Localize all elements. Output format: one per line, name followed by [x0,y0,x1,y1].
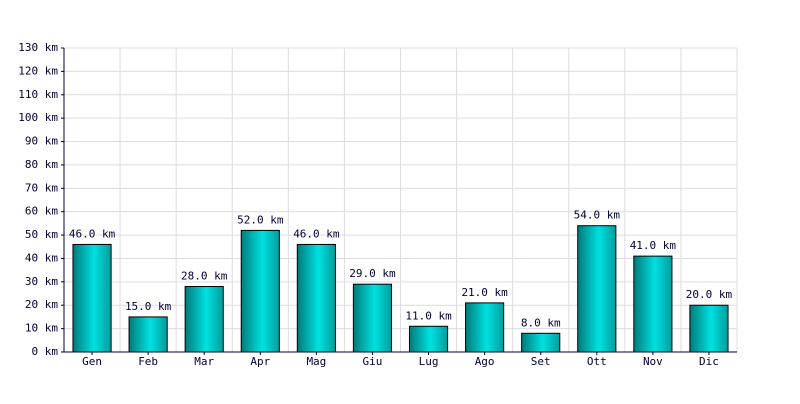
x-tick-label: Ago [475,355,495,368]
y-tick-label: 10 km [25,322,58,335]
value-label: 21.0 km [461,286,508,299]
bar-shade [465,302,505,353]
bar-shade [184,286,224,353]
x-tick-label: Nov [643,355,663,368]
value-label: 20.0 km [686,288,733,301]
x-tick-label: Ott [587,355,607,368]
y-tick-label: 70 km [25,181,58,194]
y-tick-label: 80 km [25,158,58,171]
value-label: 52.0 km [237,213,284,226]
value-label: 41.0 km [630,239,677,252]
value-label: 46.0 km [69,227,116,240]
y-tick-label: 30 km [25,275,58,288]
y-tick-label: 0 km [32,345,59,358]
x-tick-label: Dic [699,355,719,368]
bar-shade [521,332,561,353]
y-tick-label: 50 km [25,228,58,241]
value-label: 15.0 km [125,300,172,313]
y-tick-label: 90 km [25,135,58,148]
y-tick-label: 60 km [25,205,58,218]
x-tick-label: Mar [194,355,214,368]
y-tick-label: 100 km [18,111,58,124]
value-label: 28.0 km [181,270,228,283]
x-tick-label: Set [531,355,551,368]
value-label: 8.0 km [521,316,561,329]
value-label: 54.0 km [574,209,621,222]
y-tick-label: 40 km [25,251,58,264]
y-tick-label: 120 km [18,64,58,77]
x-tick-label: Mag [306,355,326,368]
y-tick-label: 20 km [25,298,58,311]
y-tick-label: 110 km [18,88,58,101]
bar-shade [72,243,112,353]
bar-shade [689,304,729,353]
bar-shade [577,225,617,353]
bar-shade [240,229,280,353]
x-tick-label: Gen [82,355,102,368]
value-label: 29.0 km [349,267,396,280]
x-tick-label: Lug [419,355,439,368]
bar-shade [352,283,393,353]
value-label: 46.0 km [293,227,340,240]
x-tick-label: Feb [138,355,158,368]
bar-shade [128,316,168,353]
x-tick-label: Apr [250,355,270,368]
value-label: 11.0 km [405,309,452,322]
bar-shade [296,243,336,353]
y-tick-label: 130 km [18,41,58,54]
bar-shade [408,325,449,353]
bar-shade [633,255,673,353]
x-tick-label: Giu [363,355,383,368]
